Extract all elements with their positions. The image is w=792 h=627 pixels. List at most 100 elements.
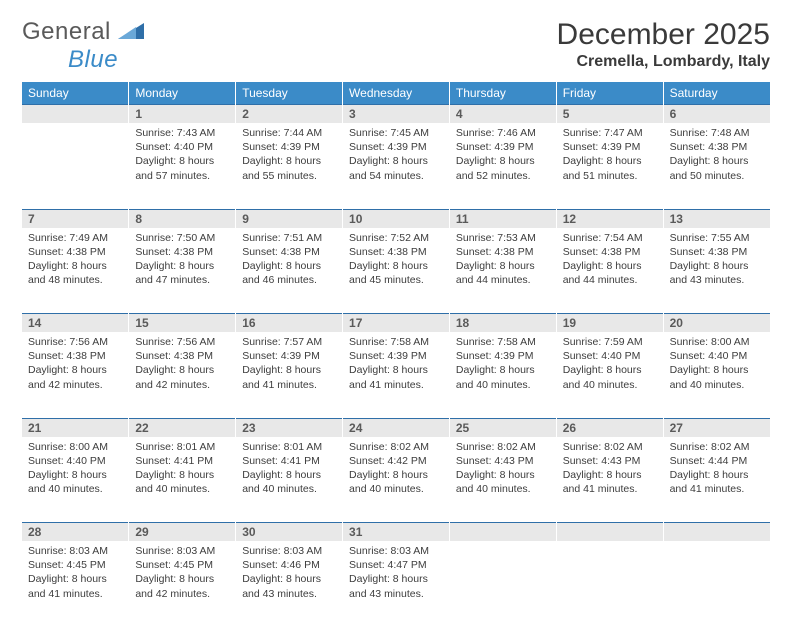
- day-number-row: 78910111213: [22, 209, 770, 228]
- sunset-text: Sunset: 4:47 PM: [349, 558, 443, 572]
- day-number-cell: [556, 523, 663, 542]
- sunset-text: Sunset: 4:39 PM: [349, 349, 443, 363]
- day-number-cell: 26: [556, 418, 663, 437]
- day-number-cell: 4: [449, 105, 556, 124]
- day-content-cell: Sunrise: 8:00 AMSunset: 4:40 PMDaylight:…: [22, 437, 129, 523]
- day-content-cell: Sunrise: 7:58 AMSunset: 4:39 PMDaylight:…: [343, 332, 450, 418]
- day-content-cell: Sunrise: 7:59 AMSunset: 4:40 PMDaylight:…: [556, 332, 663, 418]
- sunrise-text: Sunrise: 7:52 AM: [349, 231, 443, 245]
- day-number-cell: [22, 105, 129, 124]
- day-content-cell: Sunrise: 7:54 AMSunset: 4:38 PMDaylight:…: [556, 228, 663, 314]
- daylight-text-2: and 45 minutes.: [349, 273, 443, 287]
- daylight-text-1: Daylight: 8 hours: [242, 572, 336, 586]
- day-content-cell: Sunrise: 7:52 AMSunset: 4:38 PMDaylight:…: [343, 228, 450, 314]
- day-content-cell: Sunrise: 8:03 AMSunset: 4:45 PMDaylight:…: [129, 541, 236, 627]
- sunrise-text: Sunrise: 7:43 AM: [135, 126, 229, 140]
- day-number-cell: 17: [343, 314, 450, 333]
- daylight-text-1: Daylight: 8 hours: [670, 363, 764, 377]
- daylight-text-1: Daylight: 8 hours: [135, 154, 229, 168]
- daylight-text-1: Daylight: 8 hours: [670, 259, 764, 273]
- logo-text: General Blue: [22, 18, 144, 74]
- daylight-text-2: and 55 minutes.: [242, 169, 336, 183]
- sunset-text: Sunset: 4:38 PM: [670, 245, 764, 259]
- sunrise-text: Sunrise: 7:55 AM: [670, 231, 764, 245]
- sunset-text: Sunset: 4:40 PM: [135, 140, 229, 154]
- month-title: December 2025: [557, 18, 770, 51]
- sunset-text: Sunset: 4:38 PM: [349, 245, 443, 259]
- sunset-text: Sunset: 4:43 PM: [563, 454, 657, 468]
- sunrise-text: Sunrise: 7:58 AM: [349, 335, 443, 349]
- day-number-row: 28293031: [22, 523, 770, 542]
- sunset-text: Sunset: 4:40 PM: [563, 349, 657, 363]
- daylight-text-2: and 40 minutes.: [349, 482, 443, 496]
- day-content-cell: Sunrise: 7:49 AMSunset: 4:38 PMDaylight:…: [22, 228, 129, 314]
- daylight-text-1: Daylight: 8 hours: [242, 468, 336, 482]
- daylight-text-2: and 50 minutes.: [670, 169, 764, 183]
- day-content-cell: Sunrise: 7:45 AMSunset: 4:39 PMDaylight:…: [343, 123, 450, 209]
- daylight-text-1: Daylight: 8 hours: [28, 468, 122, 482]
- logo-word1: General: [22, 18, 111, 45]
- logo: General Blue: [22, 18, 144, 74]
- calendar-table: SundayMondayTuesdayWednesdayThursdayFrid…: [22, 82, 770, 627]
- day-content-row: Sunrise: 7:43 AMSunset: 4:40 PMDaylight:…: [22, 123, 770, 209]
- day-number-cell: 22: [129, 418, 236, 437]
- day-content-cell: Sunrise: 8:03 AMSunset: 4:45 PMDaylight:…: [22, 541, 129, 627]
- daylight-text-2: and 41 minutes.: [670, 482, 764, 496]
- daylight-text-1: Daylight: 8 hours: [349, 259, 443, 273]
- day-number-cell: 7: [22, 209, 129, 228]
- day-number-cell: 10: [343, 209, 450, 228]
- day-content-cell: Sunrise: 8:02 AMSunset: 4:42 PMDaylight:…: [343, 437, 450, 523]
- header: General Blue December 2025 Cremella, Lom…: [22, 18, 770, 74]
- daylight-text-2: and 54 minutes.: [349, 169, 443, 183]
- day-number-cell: 9: [236, 209, 343, 228]
- day-number-cell: 23: [236, 418, 343, 437]
- daylight-text-2: and 41 minutes.: [349, 378, 443, 392]
- sunrise-text: Sunrise: 7:56 AM: [135, 335, 229, 349]
- day-content-cell: [22, 123, 129, 209]
- weekday-header: Wednesday: [343, 82, 450, 105]
- daylight-text-1: Daylight: 8 hours: [456, 363, 550, 377]
- day-number-cell: 27: [663, 418, 770, 437]
- sunset-text: Sunset: 4:41 PM: [135, 454, 229, 468]
- daylight-text-2: and 52 minutes.: [456, 169, 550, 183]
- day-number-cell: [663, 523, 770, 542]
- triangle-icon: [118, 19, 144, 39]
- daylight-text-2: and 43 minutes.: [242, 587, 336, 601]
- sunrise-text: Sunrise: 8:02 AM: [456, 440, 550, 454]
- daylight-text-1: Daylight: 8 hours: [28, 363, 122, 377]
- sunrise-text: Sunrise: 7:54 AM: [563, 231, 657, 245]
- day-number-cell: 16: [236, 314, 343, 333]
- day-content-cell: Sunrise: 8:02 AMSunset: 4:43 PMDaylight:…: [449, 437, 556, 523]
- daylight-text-1: Daylight: 8 hours: [135, 572, 229, 586]
- daylight-text-2: and 41 minutes.: [563, 482, 657, 496]
- day-content-cell: Sunrise: 8:01 AMSunset: 4:41 PMDaylight:…: [236, 437, 343, 523]
- daylight-text-2: and 42 minutes.: [135, 378, 229, 392]
- daylight-text-1: Daylight: 8 hours: [670, 468, 764, 482]
- day-content-cell: [556, 541, 663, 627]
- day-content-cell: Sunrise: 7:48 AMSunset: 4:38 PMDaylight:…: [663, 123, 770, 209]
- daylight-text-1: Daylight: 8 hours: [135, 363, 229, 377]
- day-content-cell: [449, 541, 556, 627]
- weekday-header-row: SundayMondayTuesdayWednesdayThursdayFrid…: [22, 82, 770, 105]
- daylight-text-1: Daylight: 8 hours: [28, 259, 122, 273]
- daylight-text-2: and 40 minutes.: [456, 482, 550, 496]
- sunrise-text: Sunrise: 8:02 AM: [563, 440, 657, 454]
- day-number-cell: 18: [449, 314, 556, 333]
- daylight-text-2: and 57 minutes.: [135, 169, 229, 183]
- daylight-text-2: and 41 minutes.: [28, 587, 122, 601]
- sunrise-text: Sunrise: 7:44 AM: [242, 126, 336, 140]
- day-content-cell: Sunrise: 8:02 AMSunset: 4:43 PMDaylight:…: [556, 437, 663, 523]
- day-number-cell: 25: [449, 418, 556, 437]
- sunrise-text: Sunrise: 7:56 AM: [28, 335, 122, 349]
- daylight-text-1: Daylight: 8 hours: [349, 154, 443, 168]
- daylight-text-1: Daylight: 8 hours: [563, 259, 657, 273]
- sunrise-text: Sunrise: 7:57 AM: [242, 335, 336, 349]
- day-number-cell: 13: [663, 209, 770, 228]
- day-number-cell: 14: [22, 314, 129, 333]
- weekday-header: Saturday: [663, 82, 770, 105]
- daylight-text-1: Daylight: 8 hours: [242, 259, 336, 273]
- day-content-cell: Sunrise: 7:58 AMSunset: 4:39 PMDaylight:…: [449, 332, 556, 418]
- daylight-text-1: Daylight: 8 hours: [456, 468, 550, 482]
- day-number-row: 123456: [22, 105, 770, 124]
- daylight-text-1: Daylight: 8 hours: [456, 154, 550, 168]
